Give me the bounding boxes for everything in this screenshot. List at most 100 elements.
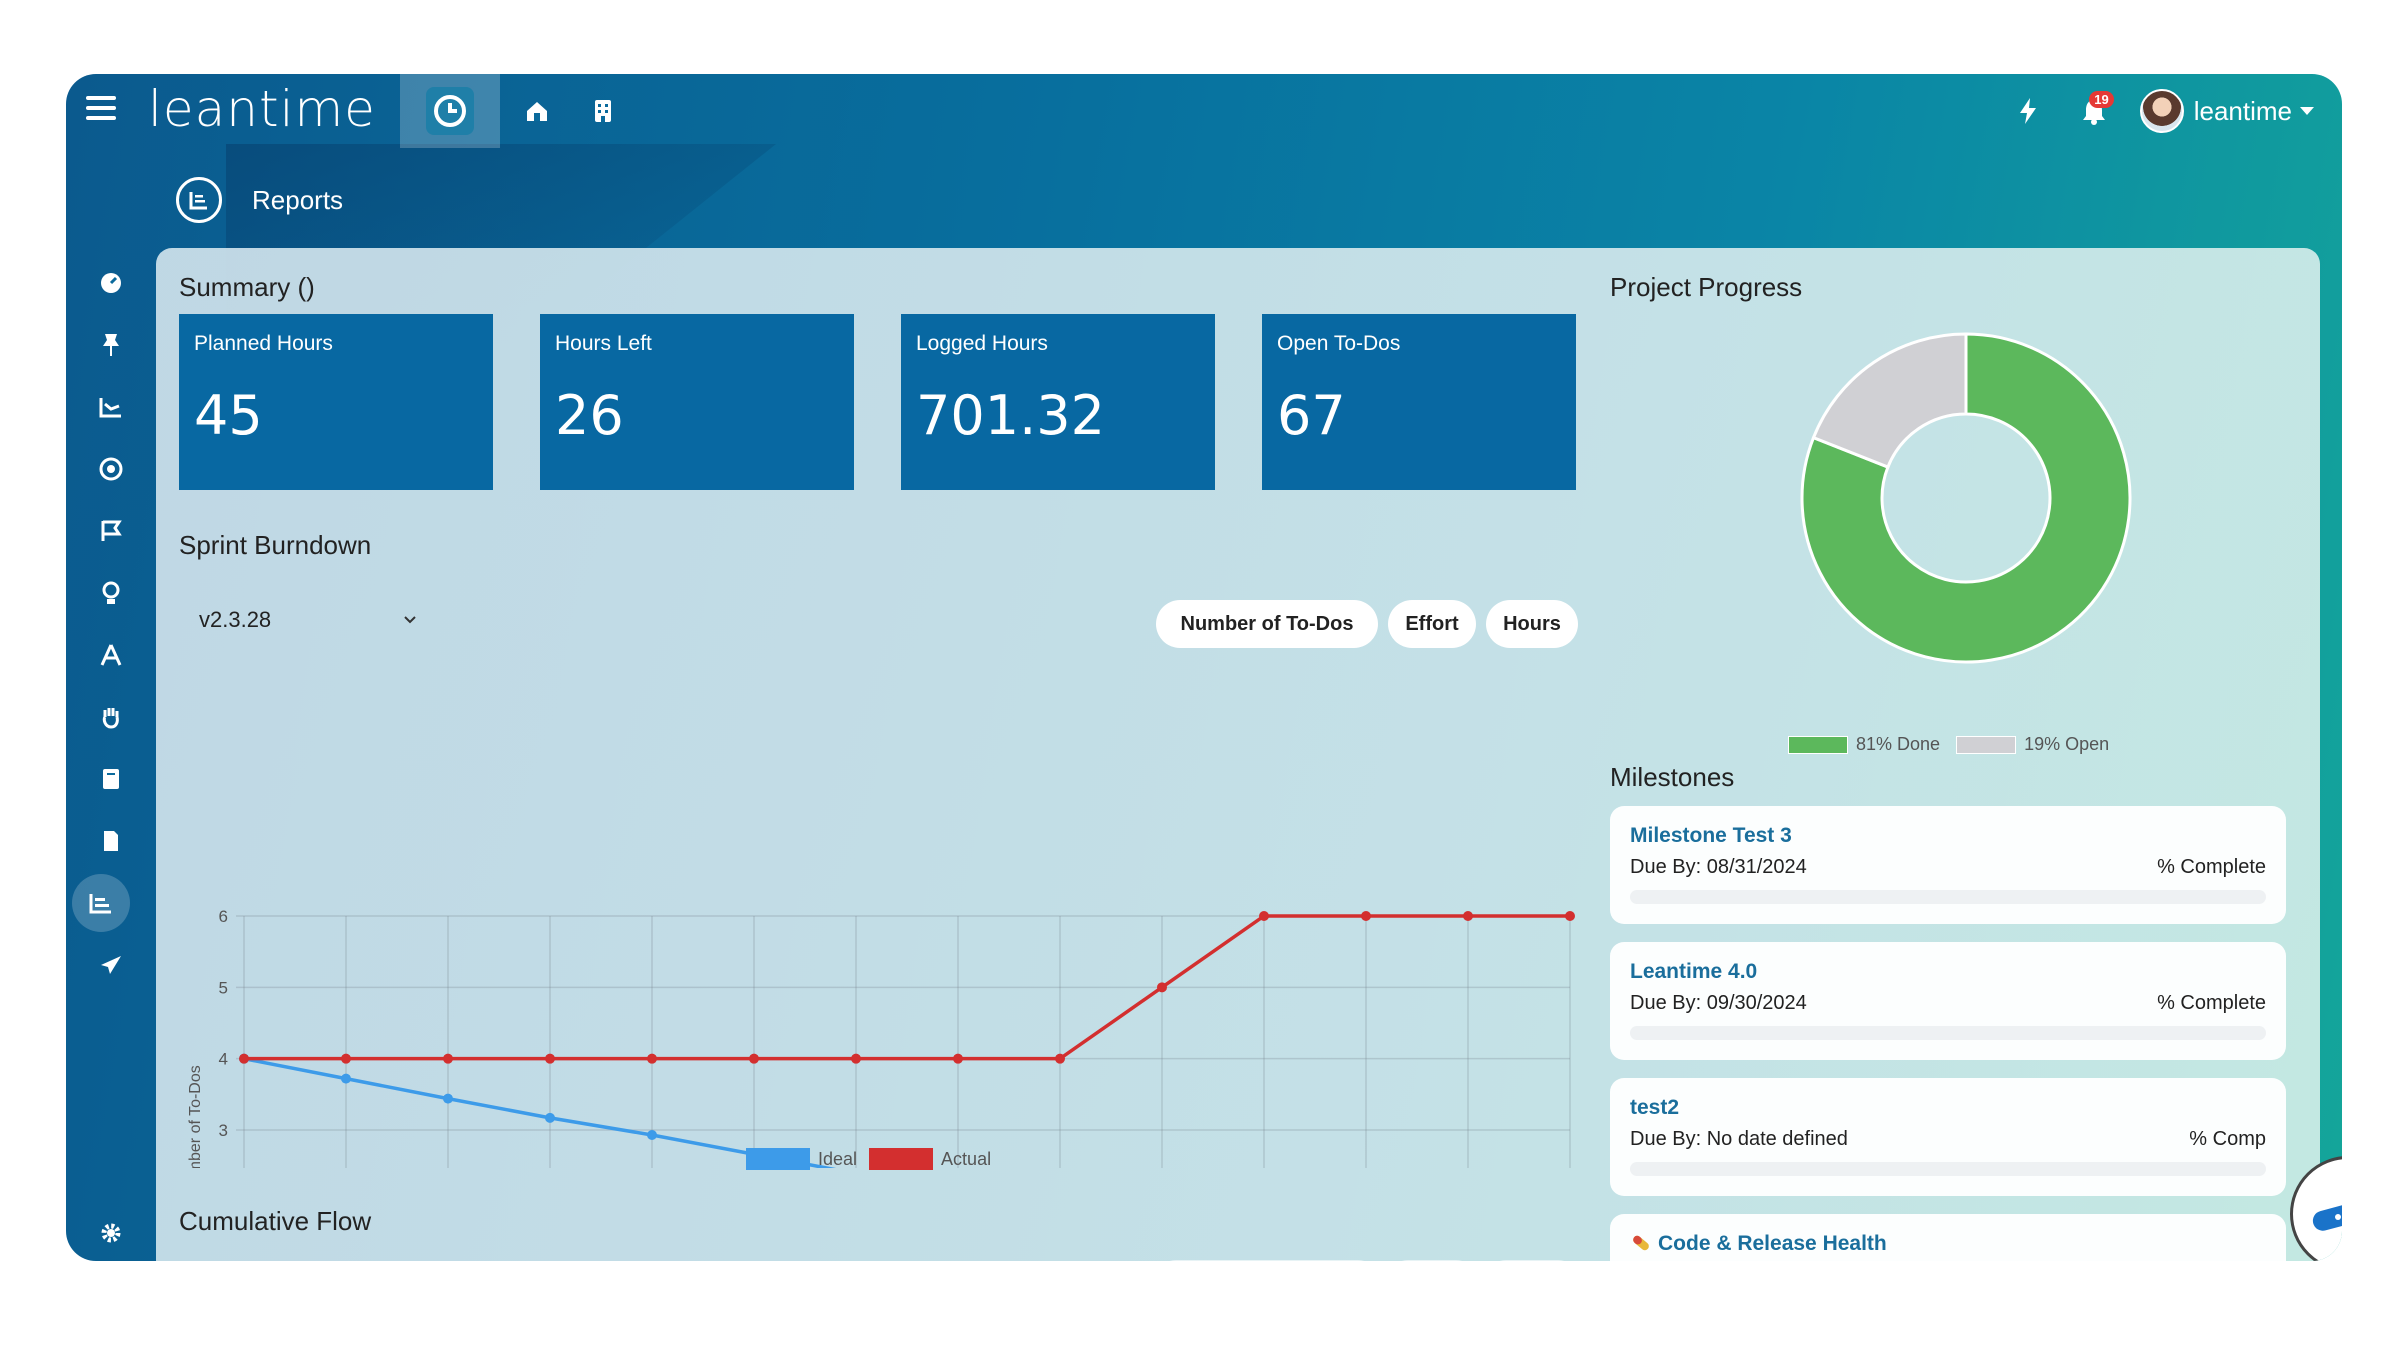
pin-icon	[103, 334, 119, 356]
app-window: leantime 19 leantime	[66, 74, 2342, 1261]
kpi-label: Open To-Dos	[1277, 332, 1401, 355]
data-point-ideal	[341, 1073, 351, 1084]
gauge-icon	[101, 273, 121, 293]
tab-time-tracking[interactable]	[400, 74, 500, 148]
data-point-actual	[953, 1053, 963, 1064]
donut-legend: 81% Done 19% Open	[1788, 734, 2109, 755]
milestone-percent-label: % Complete	[2157, 856, 2266, 878]
sidebar-item-dashboard[interactable]	[86, 258, 136, 308]
milestone-due-date: Due By: No date defined	[1630, 1128, 1848, 1150]
kpi-label: Hours Left	[555, 332, 652, 355]
sidebar-item-files[interactable]	[86, 816, 136, 866]
y-tick-label: 3	[219, 1121, 228, 1140]
flag-icon	[101, 520, 122, 541]
kpi-planned-hours: Planned Hours 45	[179, 314, 493, 490]
toggle-number-of-todos[interactable]: Number of To-Dos	[1156, 600, 1378, 648]
toggle-placeholder[interactable]	[1388, 1260, 1476, 1261]
sidebar-item-ideas[interactable]	[86, 568, 136, 618]
toggle-placeholder[interactable]	[1156, 1260, 1378, 1261]
kpi-open-todos: Open To-Dos 67	[1262, 314, 1576, 490]
data-point-actual	[647, 1053, 657, 1064]
data-point-actual	[341, 1053, 351, 1064]
milestone-card[interactable]: test2 Due By: No date defined % Comp	[1610, 1078, 2286, 1196]
report-list-icon	[176, 177, 222, 223]
gear-icon	[101, 1223, 121, 1243]
sprint-burndown-title: Sprint Burndown	[179, 530, 372, 560]
toggle-effort[interactable]: Effort	[1388, 600, 1476, 648]
data-point-actual	[1259, 911, 1269, 921]
sidebar-item-retros[interactable]	[86, 692, 136, 742]
app-logo[interactable]: leantime	[148, 80, 376, 138]
milestone-card[interactable]: Leantime 4.0 Due By: 09/30/2024 % Comple…	[1610, 942, 2286, 1060]
milestone-title[interactable]: Milestone Test 3	[1630, 824, 1792, 847]
project-progress-title: Project Progress	[1610, 272, 1803, 302]
legend-swatch-ideal[interactable]	[746, 1148, 810, 1170]
legend-label-done: 81% Done	[1856, 734, 1941, 754]
legend-swatch-open[interactable]	[1956, 735, 2017, 754]
legend-label-ideal: Ideal	[818, 1148, 858, 1169]
data-point-ideal	[647, 1129, 657, 1140]
sidebar-item-timeline[interactable]	[86, 382, 136, 432]
notification-count-badge: 19	[2089, 91, 2114, 108]
pill-icon	[1633, 1235, 1649, 1251]
file-icon	[104, 831, 118, 851]
chevron-down-icon[interactable]	[2300, 107, 2314, 115]
user-menu-name[interactable]: leantime	[2193, 95, 2292, 126]
hand-icon	[102, 708, 119, 729]
bandage-icon	[2312, 1197, 2342, 1231]
building-icon[interactable]	[588, 96, 618, 126]
user-avatar[interactable]	[2139, 89, 2184, 133]
sidebar-item-send[interactable]	[86, 940, 136, 990]
compass-drafting-icon	[100, 644, 122, 666]
sidebar-item-blueprints[interactable]	[86, 630, 136, 680]
milestone-title[interactable]: Leantime 4.0	[1630, 960, 1758, 983]
legend-label-open: 19% Open	[2024, 734, 2110, 754]
sidebar-item-wiki[interactable]	[86, 754, 136, 804]
summary-title: Summary ()	[179, 272, 315, 302]
y-tick-label: 4	[219, 1050, 228, 1069]
y-tick-label: 5	[219, 978, 228, 997]
top-bar-right: 19 leantime	[2008, 86, 2314, 136]
bar-chart-icon	[89, 894, 111, 914]
toggle-hours[interactable]: Hours	[1486, 600, 1578, 648]
kpi-label: Logged Hours	[916, 332, 1048, 355]
lightning-icon[interactable]	[2008, 91, 2048, 131]
book-icon	[103, 769, 119, 789]
milestone-percent-label: % Complete	[2157, 992, 2266, 1014]
sidebar-item-reports[interactable]	[72, 874, 130, 932]
data-point-actual	[239, 1053, 249, 1064]
kpi-label: Planned Hours	[194, 332, 333, 355]
data-point-actual	[1565, 911, 1575, 921]
content-panel: Summary () Planned Hours 45 Hours Left 2…	[156, 248, 2320, 1261]
sidebar-item-goals[interactable]	[86, 444, 136, 494]
data-point-actual	[443, 1053, 453, 1064]
milestones-title: Milestones	[1610, 762, 1735, 792]
legend-swatch-done[interactable]	[1788, 735, 1848, 754]
milestone-card[interactable]: Code & Release Health	[1610, 1214, 2286, 1261]
milestone-title[interactable]: Code & Release Health	[1658, 1232, 1887, 1255]
milestone-due-date: Due By: 08/31/2024	[1630, 856, 1807, 878]
clock-icon	[426, 87, 474, 135]
chart-line-icon	[99, 398, 121, 418]
sidebar	[66, 148, 156, 1261]
milestone-title[interactable]: test2	[1630, 1096, 1680, 1119]
milestone-card[interactable]: Milestone Test 3 Due By: 08/31/2024 % Co…	[1610, 806, 2286, 924]
kpi-hours-left: Hours Left 26	[540, 314, 854, 490]
sprint-version-select[interactable]: v2.3.28	[199, 602, 429, 638]
sidebar-item-milestones[interactable]	[86, 506, 136, 556]
milestone-progress-bar	[1630, 1162, 2266, 1176]
menu-icon[interactable]	[86, 96, 116, 126]
toggle-placeholder[interactable]	[1486, 1260, 1578, 1261]
notifications-bell-icon[interactable]: 19	[2074, 91, 2114, 131]
home-icon[interactable]	[522, 96, 552, 126]
lightbulb-icon	[102, 581, 120, 604]
sidebar-item-settings[interactable]	[86, 1208, 136, 1258]
legend-label-actual: Actual	[941, 1148, 992, 1169]
sidebar-item-pinned[interactable]	[86, 320, 136, 370]
donut-slice-done	[1800, 332, 2132, 664]
cumulative-flow-title: Cumulative Flow	[179, 1206, 372, 1236]
chevron-down-icon	[404, 616, 416, 624]
page-header: Reports	[156, 170, 343, 230]
data-point-actual	[1463, 911, 1473, 921]
legend-swatch-actual[interactable]	[869, 1148, 934, 1170]
